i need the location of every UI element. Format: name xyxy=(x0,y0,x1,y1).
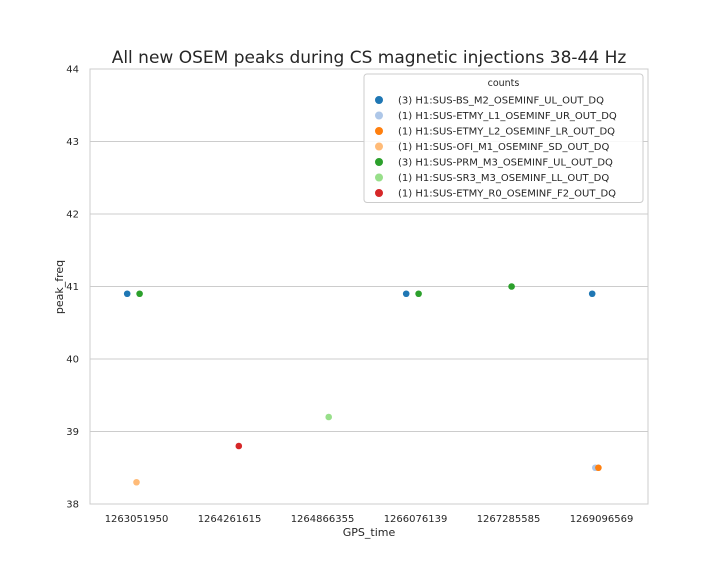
y-axis-label: peak_freq xyxy=(53,260,66,314)
legend-marker xyxy=(375,173,383,182)
x-axis-ticks: 1263051950 1264261615 1264866355 1266076139… xyxy=(105,514,634,525)
x-tick-label: 1266076139 xyxy=(384,514,448,525)
legend-marker xyxy=(375,189,383,197)
legend-entry: (1) H1:SUS-SR3_M3_OSEMINF_LL_OUT_DQ xyxy=(398,173,609,184)
data-point xyxy=(325,413,333,421)
data-point xyxy=(588,290,596,298)
y-tick-label: 44 xyxy=(66,65,79,76)
x-axis-label: GPS_time xyxy=(343,526,396,539)
legend-entry: (1) H1:SUS-ETMY_L1_OSEMINF_UR_OUT_DQ xyxy=(398,111,617,122)
legend: counts (3) H1:SUS-BS_M2_OSEMINF_UL_OUT_DQ… xyxy=(363,73,644,203)
legend-entry: (3) H1:SUS-PRM_M3_OSEMINF_UL_OUT_DQ xyxy=(398,158,613,169)
plot-area xyxy=(89,68,649,505)
y-tick-label: 42 xyxy=(66,210,79,221)
chart-title: All new OSEM peaks during CS magnetic in… xyxy=(112,48,627,68)
data-point xyxy=(235,442,243,450)
legend-marker xyxy=(375,127,383,135)
data-point xyxy=(595,464,602,472)
legend-marker xyxy=(375,158,383,166)
data-point xyxy=(133,478,140,486)
x-tick-label: 1264261615 xyxy=(198,514,262,525)
data-point xyxy=(123,290,131,298)
x-tick-label: 1263051950 xyxy=(105,514,169,525)
y-tick-label: 39 xyxy=(66,427,79,438)
y-axis-ticks: 38 39 40 41 42 43 44 xyxy=(66,65,79,511)
legend-title: counts xyxy=(488,78,520,89)
data-point xyxy=(402,290,410,298)
data-point xyxy=(415,290,422,298)
data-point xyxy=(508,283,515,290)
x-tick-label: 1269096569 xyxy=(570,514,634,525)
x-tick-label: 1264866355 xyxy=(291,514,355,525)
legend-marker xyxy=(375,142,383,151)
legend-marker xyxy=(375,96,383,104)
legend-entry: (3) H1:SUS-BS_M2_OSEMINF_UL_OUT_DQ xyxy=(398,96,604,107)
legend-entry: (1) H1:SUS-OFI_M1_OSEMINF_SD_OUT_DQ xyxy=(398,142,609,153)
legend-entry: (1) H1:SUS-ETMY_L2_OSEMINF_LR_OUT_DQ xyxy=(398,127,615,138)
y-tick-label: 40 xyxy=(66,355,79,366)
data-point xyxy=(136,290,143,298)
legend-box xyxy=(363,73,644,203)
legend-marker xyxy=(375,111,383,120)
y-tick-label: 38 xyxy=(66,500,79,511)
y-tick-label: 43 xyxy=(66,137,79,148)
data-points xyxy=(123,283,602,486)
y-tick-label: 41 xyxy=(66,282,79,293)
x-tick-label: 1267285585 xyxy=(477,514,541,525)
legend-entry: (1) H1:SUS-ETMY_R0_OSEMINF_F2_OUT_DQ xyxy=(398,189,616,200)
